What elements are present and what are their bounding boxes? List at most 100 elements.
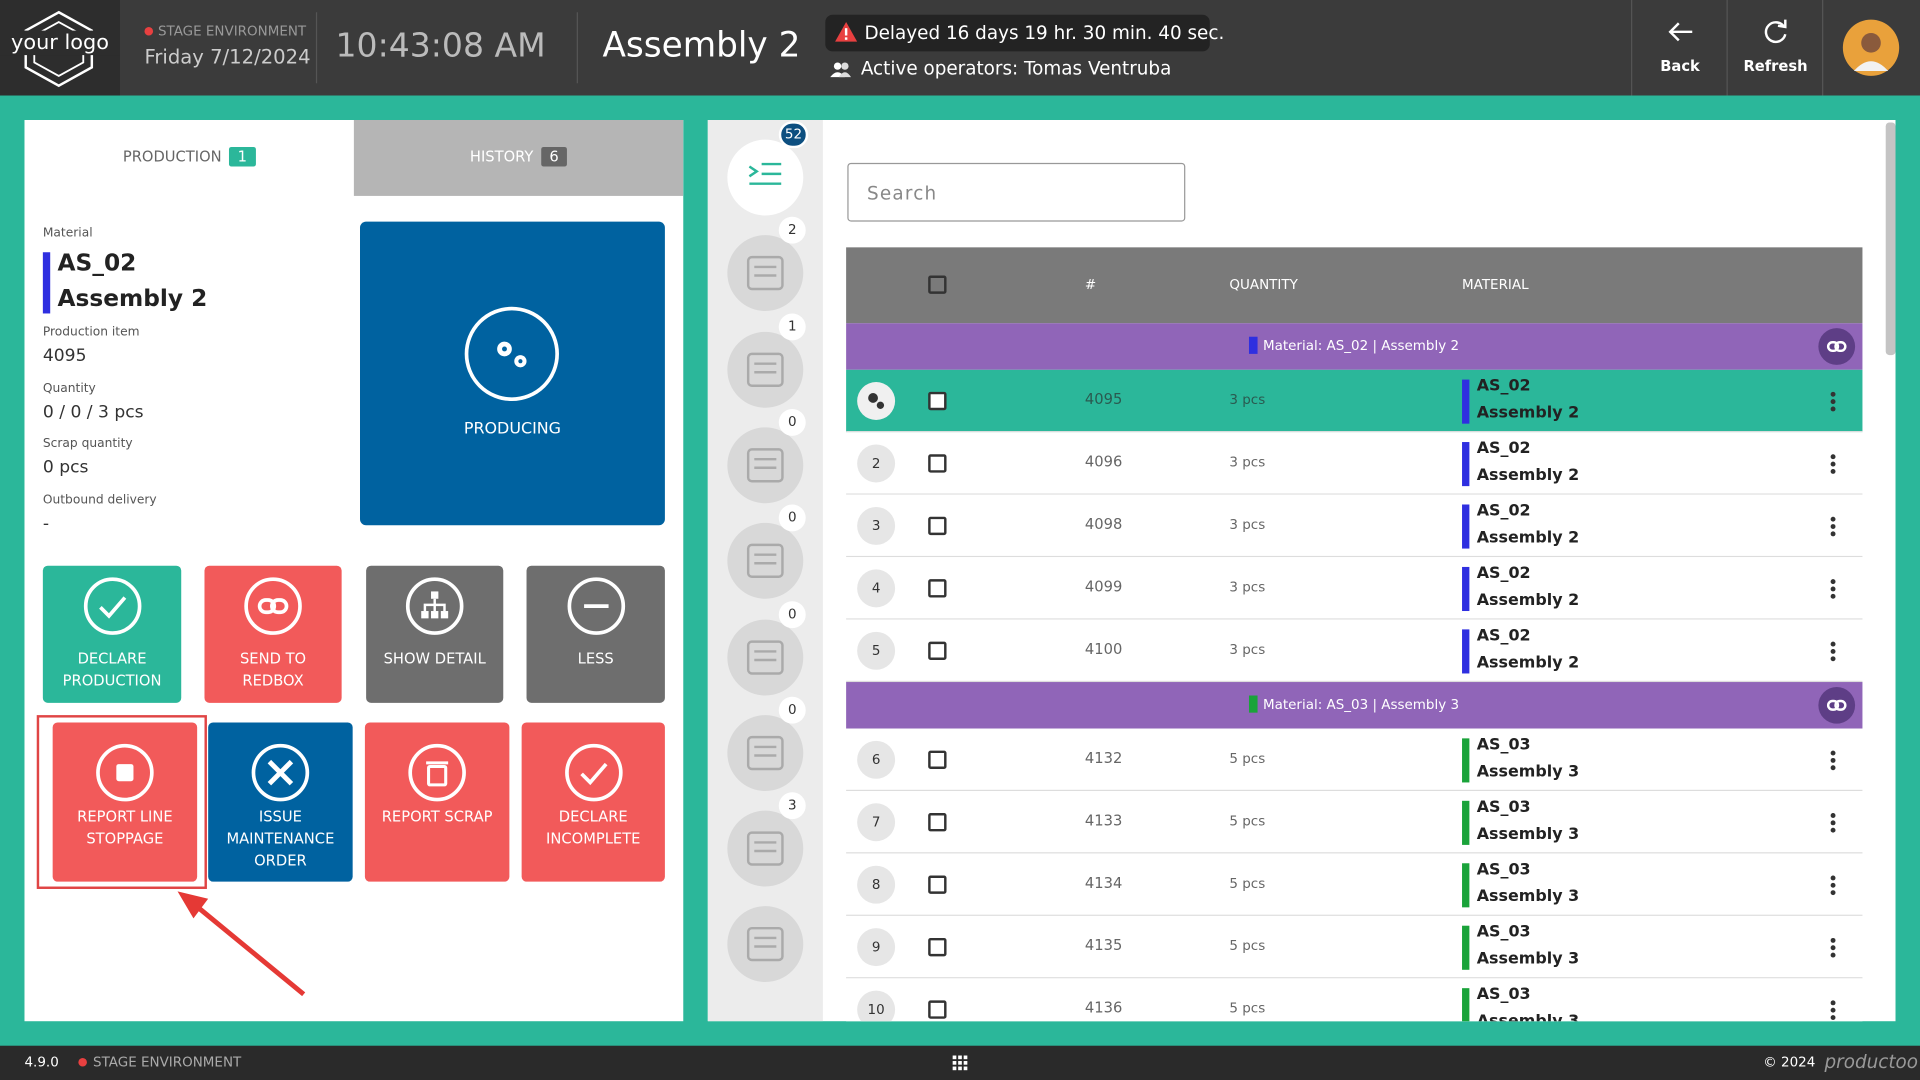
warning-icon [835, 22, 858, 42]
field-value: 4095 [42, 346, 87, 367]
action-label: DECLARE INCOMPLETE [546, 808, 641, 848]
field-label: Production item [42, 325, 140, 340]
env-label: STAGE ENVIRONMENT [93, 1054, 242, 1071]
action-button[interactable]: DECLARE PRODUCTION [42, 565, 182, 703]
row-material-code: AS_03 [1476, 985, 1531, 1005]
group-link[interactable] [1818, 328, 1856, 365]
row-item: 4136 [1084, 999, 1123, 1017]
sidebar-item[interactable] [727, 139, 804, 216]
checkbox[interactable] [928, 1000, 947, 1019]
action-label: LESS [577, 650, 614, 668]
action-label: REPORT LINE STOPPAGE [77, 808, 173, 848]
row-index: 4 [857, 569, 896, 608]
table-row[interactable]: 9 4135 5 pcs AS_03 Assembly 3 [846, 915, 1863, 979]
action-button[interactable]: ISSUE MAINTENANCE ORDER [208, 722, 353, 882]
row-item: 4098 [1084, 515, 1123, 533]
sidebar-item[interactable] [727, 714, 804, 791]
group-link[interactable] [1818, 686, 1856, 724]
avatar [1842, 19, 1900, 76]
row-menu [1830, 750, 1836, 771]
search-box[interactable]: Search [847, 162, 1186, 222]
action-button[interactable]: SHOW DETAIL [366, 565, 504, 703]
action-icon [244, 577, 302, 635]
table-row[interactable]: 6 4132 5 pcs AS_03 Assembly 3 [846, 728, 1863, 792]
table-row[interactable]: 3 4098 3 pcs AS_02 Assembly 2 [846, 494, 1863, 558]
checkbox[interactable] [928, 937, 947, 957]
group-label-wrap: Material: AS_02 | Assembly 2 [846, 336, 1862, 354]
checkbox[interactable] [928, 454, 947, 473]
row-index: 7 [857, 803, 896, 842]
row-index: 8 [857, 865, 896, 904]
sidebar-item[interactable] [727, 427, 804, 504]
tab[interactable]: HISTORY 6 [353, 120, 684, 196]
checkbox[interactable] [928, 750, 947, 769]
action-button[interactable]: LESS [526, 565, 665, 703]
material-name: Assembly 2 [57, 285, 208, 313]
row-menu [1830, 1000, 1836, 1020]
sidebar-icon [746, 735, 784, 770]
sidebar-item[interactable] [727, 618, 804, 695]
highlight-box [36, 715, 207, 889]
logo-box: your logo [0, 0, 120, 96]
row-material-color [1462, 566, 1470, 612]
field-label: Quantity [42, 381, 96, 395]
link-icon [1826, 341, 1847, 353]
row-item: 4135 [1084, 936, 1123, 954]
table-row[interactable]: 2 4096 3 pcs AS_02 Assembly 2 [846, 432, 1863, 495]
action-label: REPORT SCRAP [381, 808, 493, 826]
checkbox[interactable] [928, 579, 947, 598]
checkbox[interactable] [928, 391, 947, 411]
header-button[interactable]: Refresh [1726, 0, 1823, 96]
row-menu [1830, 875, 1836, 896]
row-material-name: Assembly 2 [1476, 591, 1580, 610]
checkbox[interactable] [928, 641, 947, 660]
divider [315, 12, 318, 84]
action-button[interactable]: REPORT LINE STOPPAGE [52, 722, 198, 882]
action-button[interactable]: SEND TO REDBOX [204, 565, 342, 703]
sidebar-item[interactable] [727, 235, 804, 312]
field-value: 0 pcs [42, 457, 89, 478]
row-index: 6 [857, 740, 896, 779]
table-row[interactable]: 5 4100 3 pcs AS_02 Assembly 2 [846, 619, 1863, 683]
table-row[interactable]: 4 4099 3 pcs AS_02 Assembly 2 [846, 557, 1863, 620]
table-row[interactable]: 4095 3 pcs AS_02 Assembly 2 [846, 369, 1863, 433]
action-label: SHOW DETAIL [383, 650, 486, 668]
table-row[interactable]: 8 4134 5 pcs AS_03 Assembly 3 [846, 853, 1863, 916]
row-material-name: Assembly 3 [1476, 887, 1580, 907]
checkbox[interactable] [928, 516, 947, 536]
action-button[interactable]: REPORT SCRAP [364, 722, 510, 882]
sidebar-item[interactable] [727, 810, 804, 887]
sidebar-badge: 0 [778, 696, 806, 724]
table-row[interactable]: 7 4133 5 pcs AS_03 Assembly 3 [846, 791, 1863, 854]
header-button-label: Back [1660, 57, 1700, 75]
apps-icon [952, 1055, 968, 1071]
header-button[interactable]: Back [1631, 0, 1727, 96]
checkbox[interactable] [928, 813, 947, 832]
row-quantity: 5 pcs [1229, 750, 1266, 767]
row-material-name: Assembly 3 [1476, 762, 1580, 782]
action-button[interactable]: DECLARE INCOMPLETE [521, 722, 665, 882]
row-quantity: 5 pcs [1229, 937, 1266, 954]
checkbox[interactable] [928, 275, 947, 294]
row-material-name: Assembly 3 [1476, 825, 1580, 844]
group-label: Material: AS_03 | Assembly 3 [1262, 696, 1460, 713]
row-material-code: AS_02 [1476, 626, 1531, 646]
status-tile: PRODUCING [360, 221, 665, 526]
sidebar-icon [746, 543, 784, 579]
sidebar-item[interactable] [727, 331, 804, 408]
link-icon [1826, 699, 1847, 711]
tab[interactable]: PRODUCTION 1 [24, 120, 354, 196]
sidebar-badge: 1 [778, 312, 806, 340]
copyright: © 2024 [1763, 1054, 1816, 1071]
row-material-color [1462, 738, 1470, 783]
sidebar-item[interactable] [727, 523, 804, 600]
footer: 4.9.0 STAGE ENVIRONMENT © 2024 productoo [0, 1045, 1920, 1080]
sidebar-badge: 0 [778, 408, 806, 436]
tab-label: PRODUCTION [122, 148, 222, 166]
sidebar-item[interactable] [727, 906, 804, 983]
right-panel: 52 2 1 0 0 0 0 3 Search # QUANTITY MATERIAL Material… [707, 120, 1896, 1022]
table-row[interactable]: 10 4136 5 pcs AS_03 Assembly 3 [846, 978, 1863, 1022]
row-menu [1830, 579, 1836, 599]
checkbox[interactable] [928, 875, 947, 894]
